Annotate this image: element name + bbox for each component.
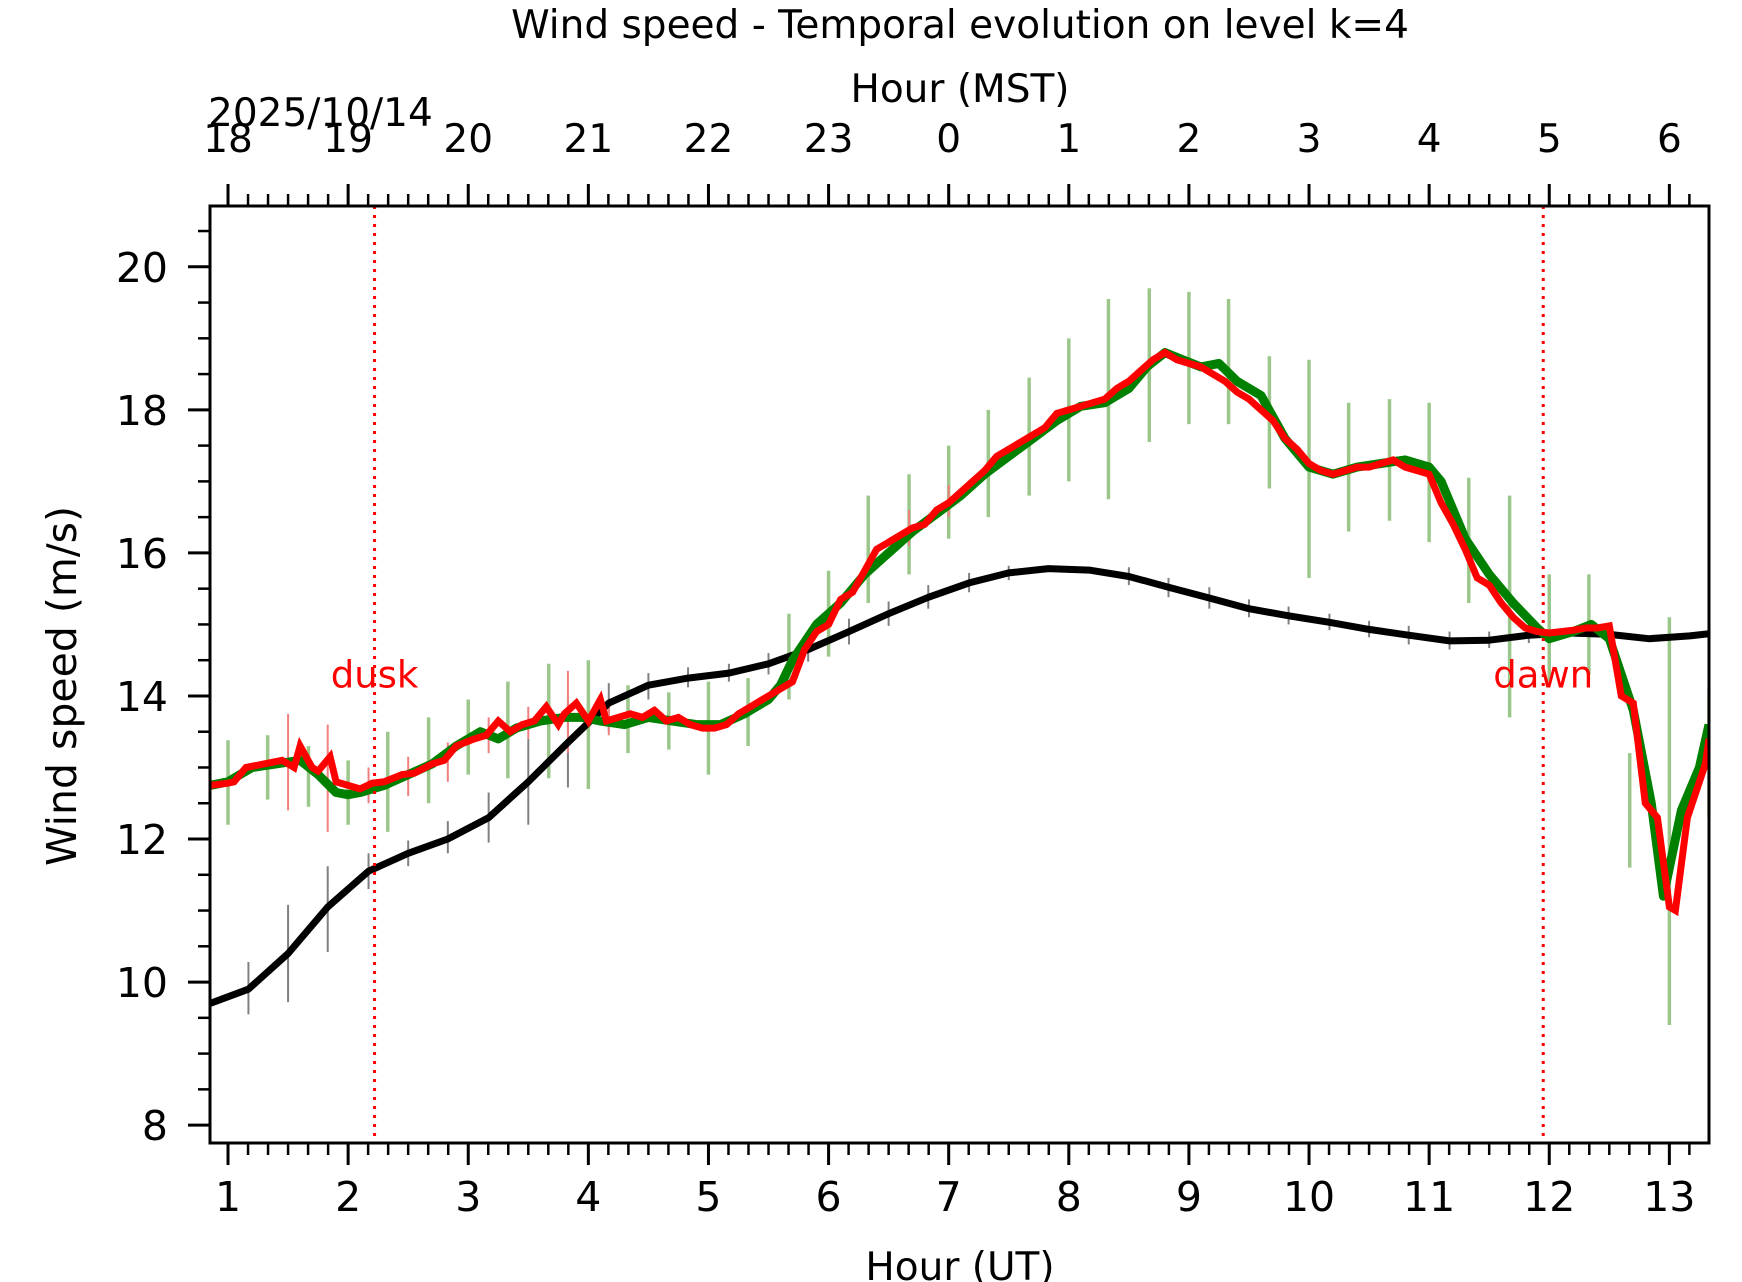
chart-title: Wind speed - Temporal evolution on level… [511,3,1409,48]
top-axis-date: 2025/10/14 [208,91,433,136]
x-axis-label: Hour (UT) [865,1245,1054,1282]
x-tick-label: 2 [335,1173,361,1221]
top-tick-label: 6 [1657,117,1682,162]
x-tick-label: 13 [1643,1173,1695,1221]
top-tick-label: 3 [1297,117,1322,162]
y-tick-label: 14 [116,673,168,721]
top-tick-label: 0 [936,117,961,162]
top-axis-label: Hour (MST) [851,67,1070,112]
x-tick-label: 1 [215,1173,241,1221]
top-tick-label: 5 [1537,117,1562,162]
top-tick-label: 22 [684,117,734,162]
annotation-label: dawn [1493,654,1593,697]
x-tick-label: 9 [1176,1173,1202,1221]
y-tick-label: 18 [116,387,168,435]
x-tick-label: 8 [1056,1173,1082,1221]
y-tick-label: 12 [116,816,168,864]
y-tick-label: 16 [116,530,168,578]
x-tick-label: 10 [1283,1173,1335,1221]
top-tick-label: 19 [323,117,373,162]
top-tick-label: 18 [203,117,253,162]
plot-frame [208,204,1711,1145]
top-tick-label: 2 [1177,117,1202,162]
top-tick-label: 23 [804,117,854,162]
y-tick-label: 20 [116,244,168,292]
x-tick-label: 5 [695,1173,721,1221]
x-tick-label: 3 [455,1173,481,1221]
y-axis-label: Wind speed (m/s) [38,506,86,866]
series-line [210,348,1709,901]
top-tick-label: 20 [443,117,493,162]
x-tick-label: 4 [575,1173,601,1221]
top-tick-label: 1 [1056,117,1081,162]
x-tick-label: 7 [936,1173,962,1221]
annotation-label: dusk [331,654,419,697]
x-tick-label: 11 [1403,1173,1455,1221]
series-line [210,565,1709,1007]
x-tick-label: 12 [1523,1173,1575,1221]
y-tick-label: 10 [116,959,168,1007]
series-line [210,348,1709,917]
data-layer [210,206,1709,1143]
y-tick-label: 8 [142,1102,168,1150]
top-tick-label: 4 [1417,117,1442,162]
x-tick-label: 6 [816,1173,842,1221]
top-tick-label: 21 [564,117,614,162]
